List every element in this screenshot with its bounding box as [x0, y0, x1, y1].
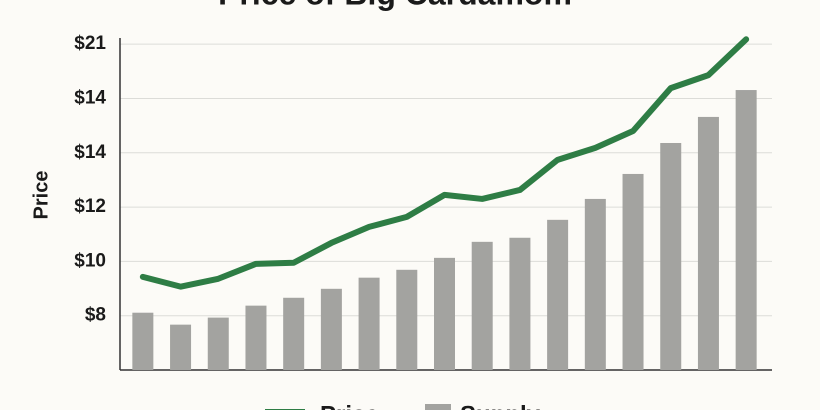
legend-label: Supply [460, 401, 541, 410]
y-tick-label: $14 [74, 142, 106, 163]
y-tick-label: $14 [74, 87, 106, 108]
bar [320, 288, 342, 370]
y-tick-label: $10 [74, 250, 106, 271]
bar [245, 305, 267, 370]
bar [584, 198, 606, 370]
bar [471, 241, 493, 370]
legend-swatch [425, 404, 451, 410]
bar [697, 116, 719, 371]
bar [207, 317, 229, 370]
y-tick-label: $21 [74, 33, 106, 54]
y-tick-label: $8 [85, 305, 106, 326]
bar [547, 219, 569, 370]
bar [132, 312, 154, 370]
bar [735, 90, 757, 370]
bar [660, 142, 682, 370]
bar [283, 297, 305, 370]
chart-title: Price of Big Cardamom [218, 0, 572, 11]
bar [434, 257, 455, 370]
bar [358, 277, 380, 370]
bar [622, 173, 644, 370]
price-line [139, 36, 750, 290]
y-tick-label: $12 [74, 196, 106, 217]
legend-label: Price [320, 401, 379, 410]
bar [509, 237, 531, 370]
y-axis-label: Price [30, 171, 52, 220]
bar [170, 324, 192, 370]
bar [396, 269, 418, 370]
